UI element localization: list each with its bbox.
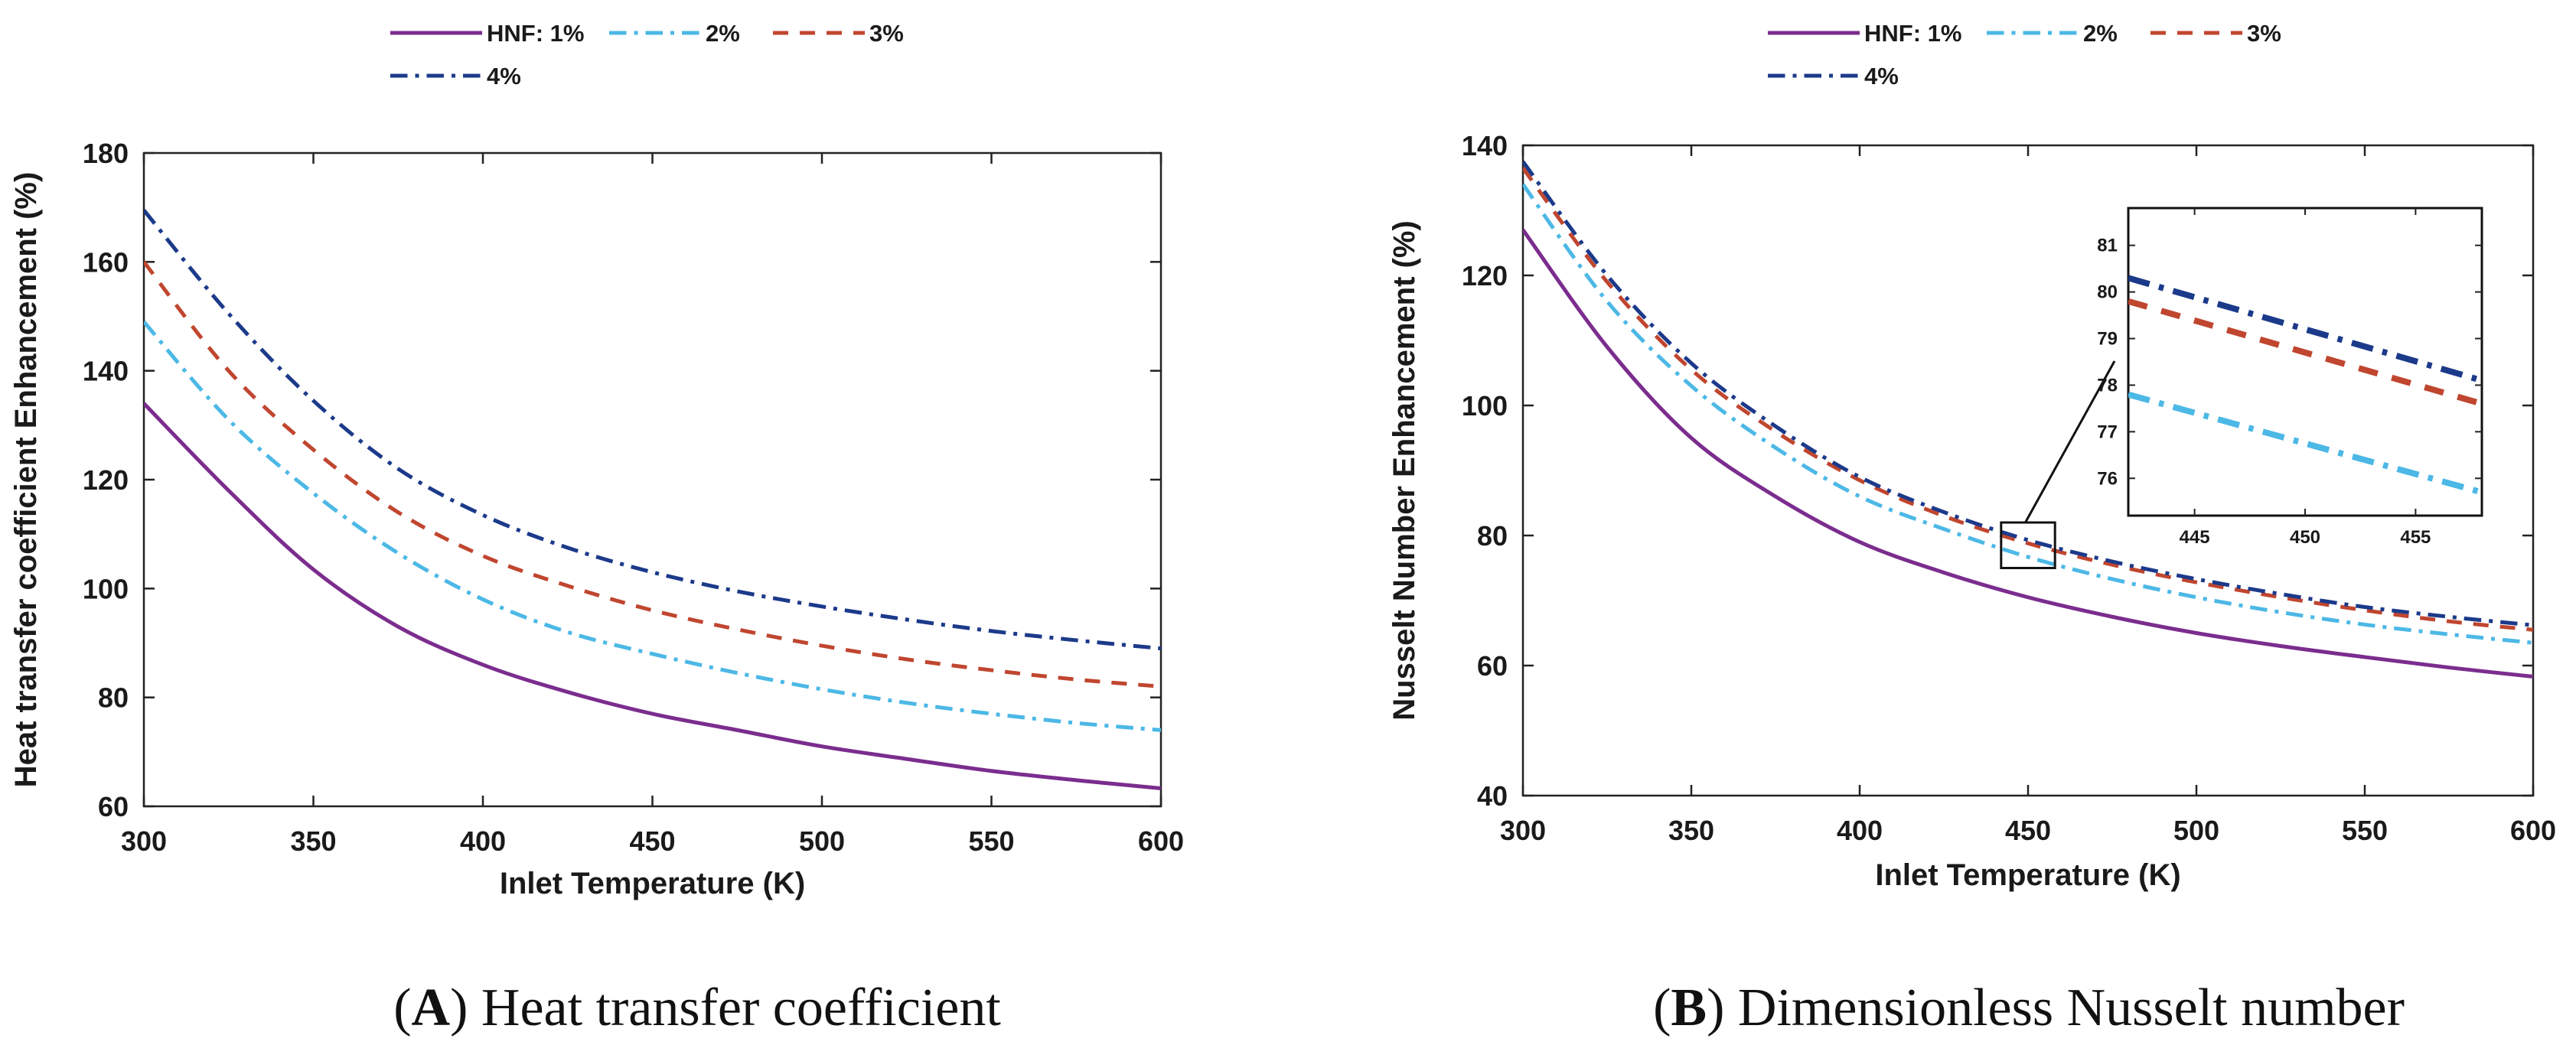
y-tick-label: 80 <box>98 682 129 714</box>
x-tick-label: 550 <box>968 825 1014 857</box>
panel-a: 60 80 100 120 140 160 180 300 350 400 450 500 550 600… <box>9 20 1184 1037</box>
series-line-2 <box>144 320 1161 732</box>
inset-x-tick-label: 455 <box>2400 527 2431 548</box>
x-tick-label: 400 <box>460 825 506 857</box>
legend-label-4: 4% <box>487 63 521 90</box>
caption-letter: B <box>1671 978 1707 1037</box>
series-line-3 <box>144 260 1161 689</box>
legend-label-3: 3% <box>869 20 904 47</box>
y-axis-label: Heat transfer coefficient Enhancement (%… <box>9 172 43 788</box>
x-tick-label: 450 <box>629 825 675 857</box>
panel-b: 40 60 80 100 120 140 300 350 400 450 500 550 600 Inle… <box>1387 20 2556 1037</box>
panel-caption: (B) Dimensionless Nusselt number <box>1653 978 2405 1037</box>
caption-text: ) Heat transfer coefficient <box>450 978 1001 1037</box>
y-tick-label: 180 <box>83 138 129 169</box>
x-tick-label: 600 <box>1138 825 1184 857</box>
series-line-1 <box>1523 229 2533 679</box>
series-line-2 <box>1523 183 2533 645</box>
inset-series-line-2 <box>2128 298 2482 407</box>
inset-y-tick-label: 81 <box>2097 236 2118 256</box>
y-tick-label: 120 <box>1462 260 1508 291</box>
x-tick-label: 300 <box>121 825 167 857</box>
inset-frame <box>2127 207 2483 517</box>
y-tick-label: 140 <box>83 356 129 387</box>
x-axis-label: Inlet Temperature (K) <box>1875 858 2180 892</box>
y-tick-label: 120 <box>83 464 129 496</box>
series-line-1 <box>144 402 1161 791</box>
inset-y-tick-label: 80 <box>2097 282 2118 303</box>
y-tick-label: 40 <box>1477 780 1508 812</box>
caption-open: ( <box>393 978 411 1037</box>
inset-x-tick-label: 445 <box>2180 527 2210 548</box>
x-tick-label: 500 <box>2173 815 2219 846</box>
caption-open: ( <box>1653 978 1671 1037</box>
x-tick-label: 400 <box>1837 815 1883 846</box>
inset: 76 77 78 79 80 81 445 450 455 <box>2000 207 2483 569</box>
series-line-4 <box>144 209 1161 651</box>
y-tick-label: 160 <box>83 246 129 278</box>
inset-y-tick-label: 76 <box>2097 468 2118 489</box>
legend-label-1: HNF: 1% <box>487 20 584 47</box>
y-tick-label: 140 <box>1462 130 1508 161</box>
x-tick-label: 500 <box>799 825 845 857</box>
panel-caption: (A) Heat transfer coefficient <box>393 978 1001 1037</box>
legend: HNF: 1% 2% 3% 4% <box>1768 20 2281 90</box>
y-tick-label: 60 <box>1477 650 1508 682</box>
caption-letter: A <box>412 978 451 1037</box>
x-tick-label: 350 <box>1668 815 1714 846</box>
x-tick-label: 450 <box>2005 815 2051 846</box>
x-tick-label: 350 <box>290 825 336 857</box>
x-tick-label: 600 <box>2510 815 2556 846</box>
legend-label-2: 2% <box>706 20 740 47</box>
series-line-3 <box>1523 167 2533 632</box>
inset-series-line-1 <box>2128 391 2482 496</box>
inset-y-tick-label: 77 <box>2097 422 2118 442</box>
inset-series-line-3 <box>2128 275 2482 384</box>
y-axis-label: Nusselt Number Enhancement (%) <box>1387 220 1421 720</box>
x-tick-label: 300 <box>1500 815 1546 846</box>
y-tick-label: 80 <box>1477 520 1508 552</box>
legend-label-1: HNF: 1% <box>1864 20 1961 47</box>
inset-y-tick-label: 79 <box>2097 329 2118 350</box>
caption-text: ) Dimensionless Nusselt number <box>1707 978 2405 1037</box>
legend-label-4: 4% <box>1864 63 1899 90</box>
legend-label-2: 2% <box>2083 20 2118 47</box>
y-tick-label: 100 <box>83 573 129 604</box>
series-line-4 <box>1523 160 2533 627</box>
x-axis-label: Inlet Temperature (K) <box>500 867 805 900</box>
legend-label-3: 3% <box>2247 20 2281 47</box>
inset-y-tick-label: 78 <box>2097 375 2118 396</box>
legend: HNF: 1% 2% 3% 4% <box>390 20 904 90</box>
zoom-connector <box>2024 360 2116 523</box>
y-tick-label: 60 <box>98 791 129 822</box>
x-tick-label: 550 <box>2342 815 2388 846</box>
inset-x-tick-label: 450 <box>2290 527 2320 548</box>
zoom-box <box>2000 521 2056 569</box>
y-tick-label: 100 <box>1462 390 1508 422</box>
